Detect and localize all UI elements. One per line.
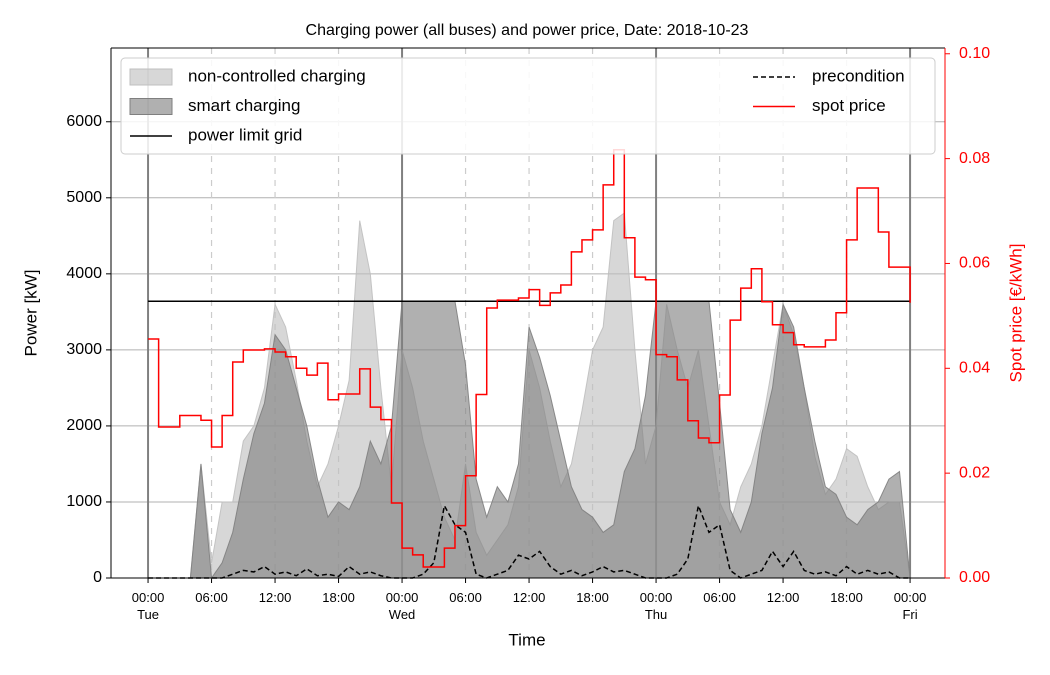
legend-label: power limit grid bbox=[188, 125, 302, 144]
line bbox=[148, 503, 911, 579]
legend-box bbox=[120, 57, 936, 155]
y-tick-label: 3000 bbox=[66, 341, 102, 358]
legend-label: spot price bbox=[812, 96, 886, 115]
legend-label: non-controlled charging bbox=[188, 66, 366, 85]
y2-tick-label: 0.10 bbox=[959, 45, 990, 62]
legend-label: precondition bbox=[812, 66, 905, 85]
y2-tick-label: 0.04 bbox=[959, 360, 990, 377]
x-tick-label: 00:00 Wed bbox=[386, 590, 419, 622]
area bbox=[148, 300, 911, 580]
y-tick-label: 2000 bbox=[66, 417, 102, 434]
x-tick-label: 00:00 Fri bbox=[894, 590, 927, 622]
x-tick-label: 12:00 bbox=[259, 590, 292, 605]
x-tick-label: 06:00 bbox=[703, 590, 736, 605]
legend-label: smart charging bbox=[188, 96, 300, 115]
x-tick-label: 00:00 Tue bbox=[132, 590, 165, 622]
x-tick-label: 12:00 bbox=[767, 590, 800, 605]
legend-swatch bbox=[129, 98, 173, 115]
y-tick-label: 5000 bbox=[66, 189, 102, 206]
x-tick-label: 18:00 bbox=[830, 590, 863, 605]
x-tick-label: 12:00 bbox=[513, 590, 546, 605]
y-tick-label: 1000 bbox=[66, 493, 102, 510]
y-tick-label: 4000 bbox=[66, 265, 102, 282]
x-tick-label: 18:00 bbox=[322, 590, 355, 605]
y2-axis-label: Spot price [€/kWh] bbox=[1006, 244, 1025, 383]
y2-tick-label: 0.06 bbox=[959, 255, 990, 272]
x-axis-label: Time bbox=[508, 630, 545, 649]
x-tick-label: 06:00 bbox=[449, 590, 482, 605]
x-tick-label: 18:00 bbox=[576, 590, 609, 605]
y2-tick-label: 0.08 bbox=[959, 150, 990, 167]
x-tick-label: 00:00 Thu bbox=[640, 590, 673, 622]
y2-tick-label: 0.02 bbox=[959, 464, 990, 481]
legend-swatch bbox=[129, 68, 173, 86]
x-tick-label: 06:00 bbox=[195, 590, 228, 605]
y-axis-label: Power [kW] bbox=[21, 270, 40, 357]
y-tick-label: 0 bbox=[93, 569, 102, 586]
step-line bbox=[148, 148, 911, 568]
y-tick-label: 6000 bbox=[66, 113, 102, 130]
y2-tick-label: 0.00 bbox=[959, 569, 990, 586]
chart-title: Charging power (all buses) and power pri… bbox=[306, 22, 749, 39]
